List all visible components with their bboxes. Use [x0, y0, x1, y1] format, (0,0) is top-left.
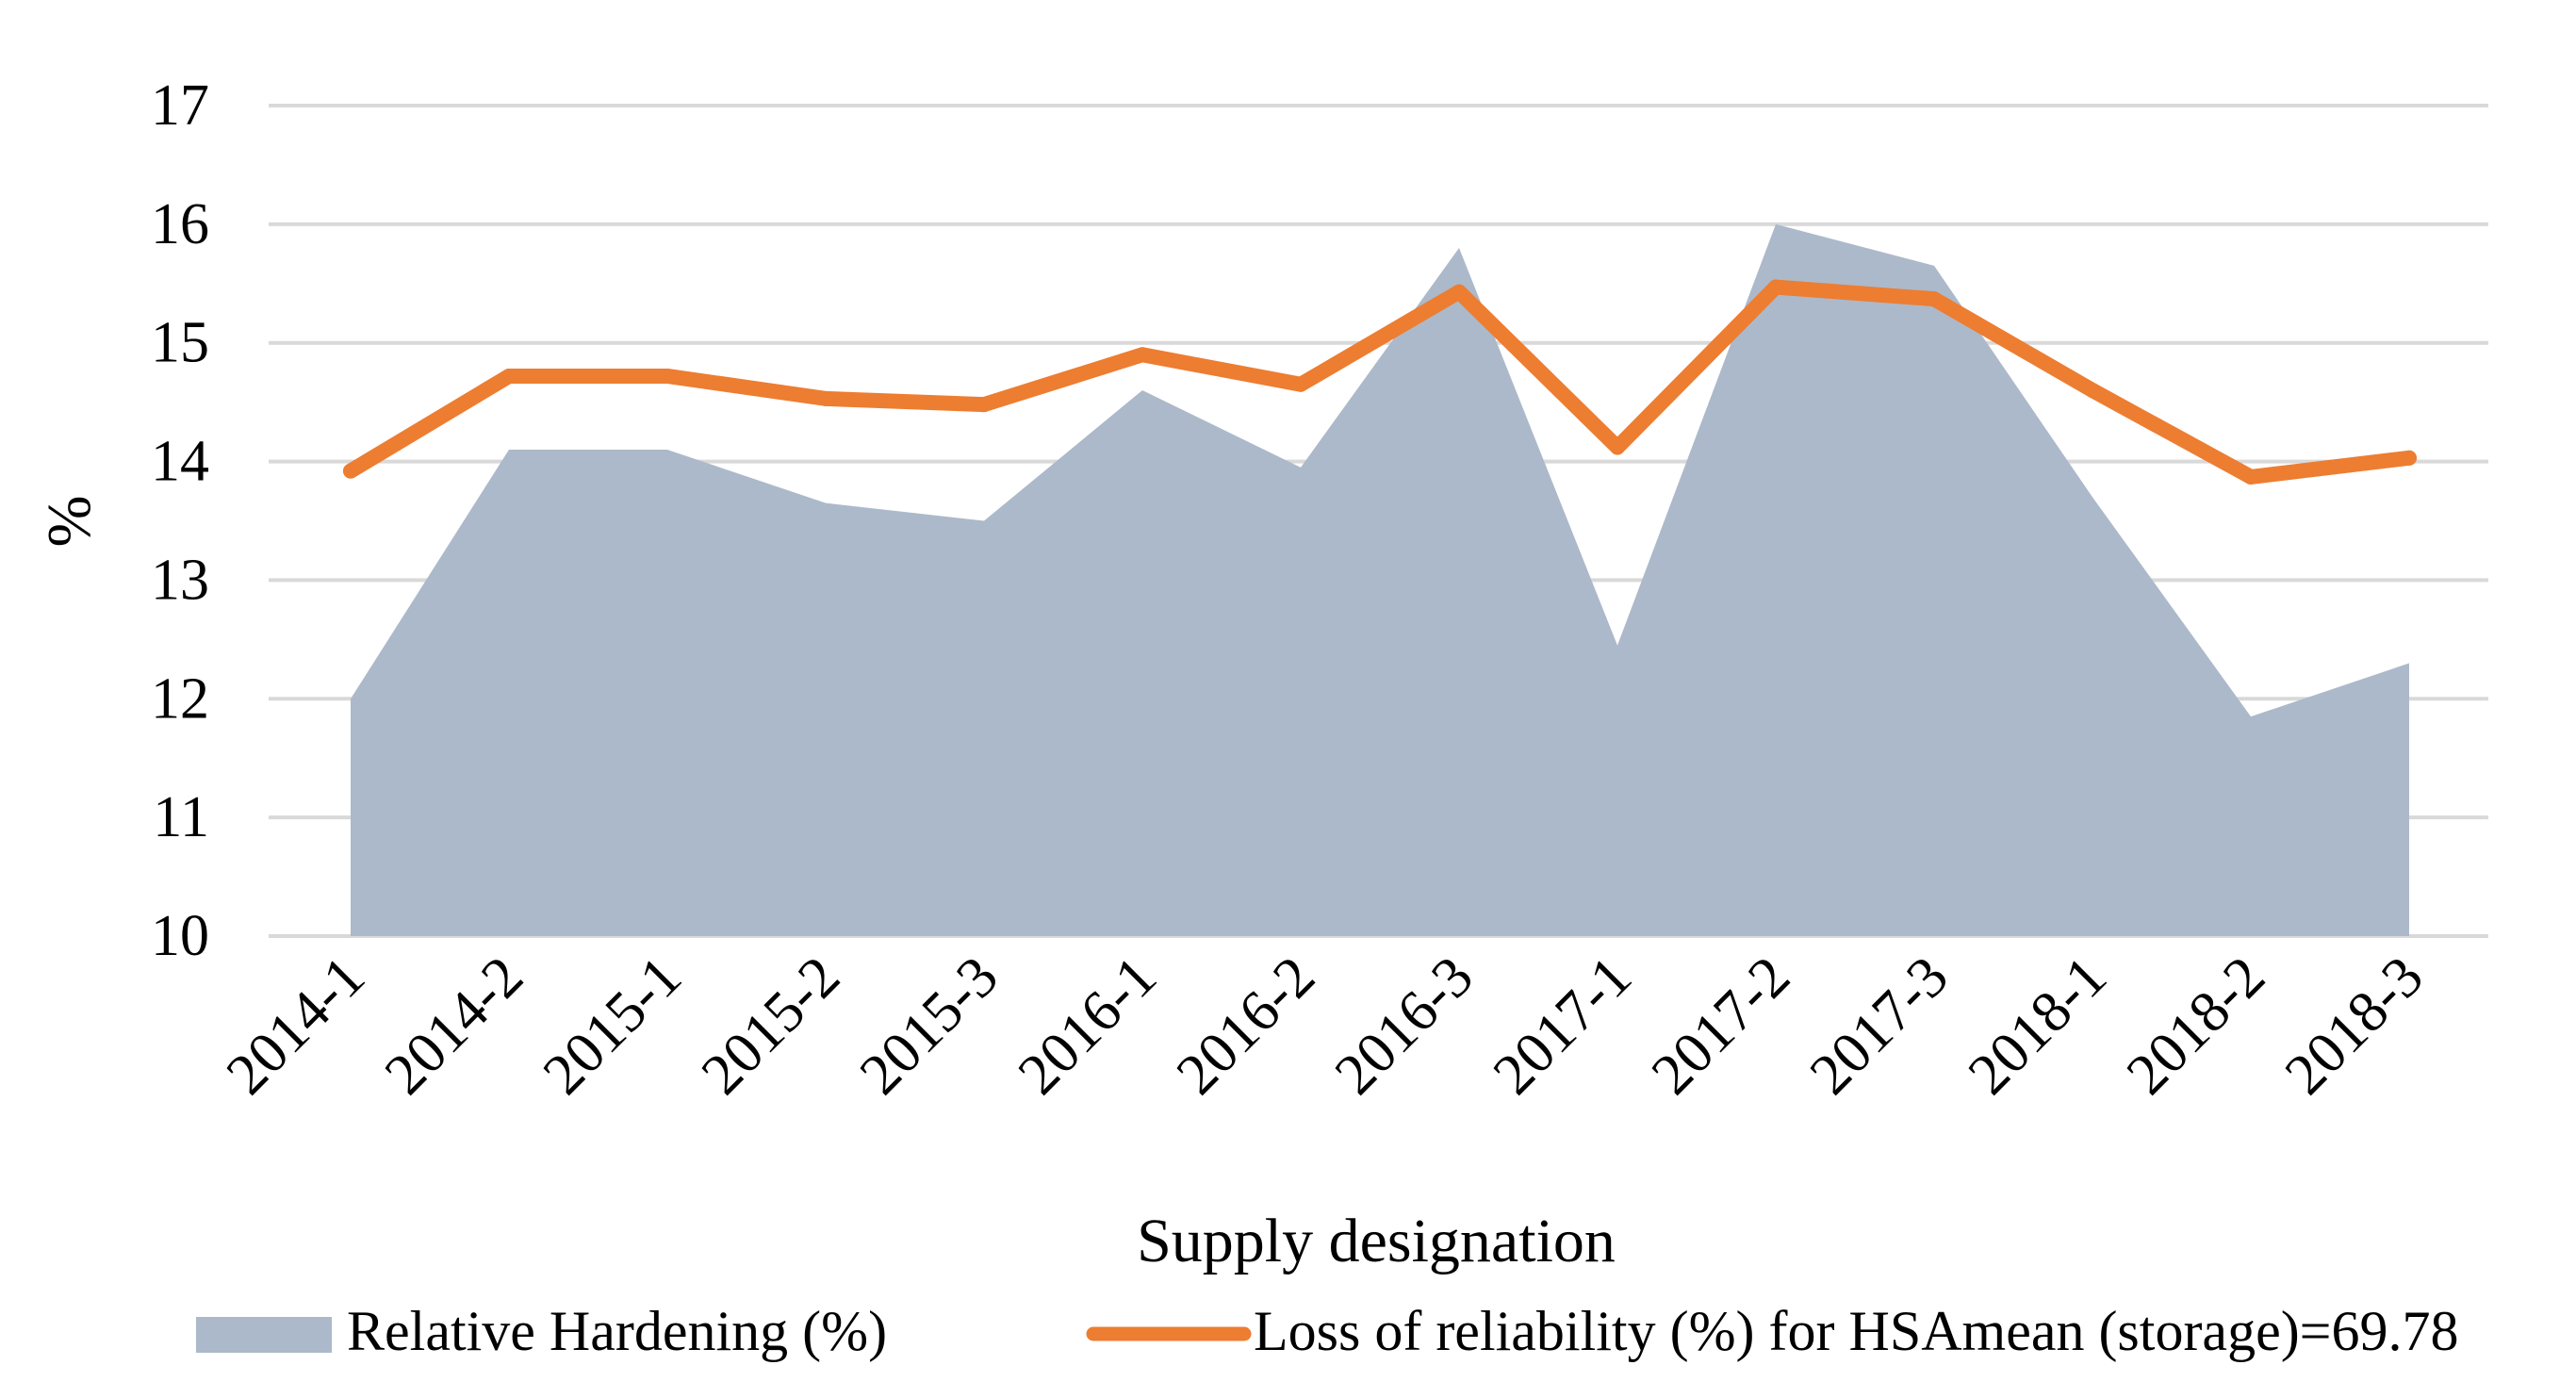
y-tick-label: 15	[151, 311, 209, 375]
line-point-2018-2	[2243, 469, 2258, 485]
x-tick-label: 2018-2	[2115, 945, 2277, 1107]
x-tick-label: 2016-3	[1323, 945, 1485, 1107]
x-tick-label: 2017-3	[1798, 945, 1961, 1107]
y-tick-label: 14	[151, 430, 209, 494]
x-axis-title: Supply designation	[1137, 1207, 1616, 1275]
x-tick-label: 2016-2	[1165, 945, 1327, 1107]
series-area-relative-hardening	[351, 223, 2409, 936]
x-tick-label: 2015-1	[532, 945, 694, 1107]
series-line-loss-of-reliability	[343, 279, 2417, 485]
x-tick-label: 2015-2	[690, 945, 852, 1107]
legend-label-area: Relative Hardening (%)	[347, 1300, 887, 1362]
x-tick-label: 2014-1	[215, 945, 377, 1107]
legend-label-line: Loss of reliability (%) for HSAmean (sto…	[1254, 1300, 2459, 1362]
x-axis-ticks: 2014-12014-22015-12015-22015-32016-12016…	[215, 945, 2436, 1107]
line-layer	[343, 279, 2417, 485]
x-tick-label: 2017-2	[1640, 945, 1802, 1107]
y-axis-ticks: 10 11 12 13 14 15 16 17	[151, 74, 209, 968]
line-point-2016-2	[1293, 376, 1308, 392]
x-tick-label: 2018-3	[2273, 945, 2436, 1107]
line-point-2015-2	[818, 390, 833, 406]
y-tick-label: 13	[151, 548, 209, 612]
line-point-2017-1	[1610, 439, 1625, 455]
y-tick-label: 16	[151, 192, 209, 256]
x-tick-label: 2015-3	[848, 945, 1010, 1107]
y-tick-label: 11	[153, 785, 209, 849]
line-point-2015-1	[660, 368, 675, 384]
y-axis-title: %	[35, 496, 104, 548]
line-point-2017-2	[1768, 279, 1783, 295]
line-point-2017-3	[1927, 291, 1942, 307]
line-point-2016-3	[1452, 284, 1467, 300]
x-tick-label: 2016-1	[1007, 945, 1169, 1107]
y-tick-label: 12	[151, 666, 209, 731]
line-point-2018-1	[2085, 383, 2100, 399]
area-layer	[351, 223, 2409, 936]
line-point-2016-1	[1135, 347, 1150, 363]
line-point-2014-2	[501, 368, 517, 384]
legend-swatch-area	[196, 1317, 332, 1353]
line-point-2014-1	[343, 463, 358, 479]
x-tick-label: 2018-1	[1957, 945, 2119, 1107]
x-tick-label: 2017-1	[1482, 945, 1644, 1107]
line-point-2015-3	[976, 397, 992, 413]
line-point-2018-3	[2402, 450, 2417, 466]
x-tick-label: 2014-2	[373, 945, 535, 1107]
y-tick-label: 17	[151, 74, 209, 138]
legend: Relative Hardening (%) Loss of reliabili…	[196, 1300, 2459, 1362]
y-tick-label: 10	[151, 904, 209, 968]
